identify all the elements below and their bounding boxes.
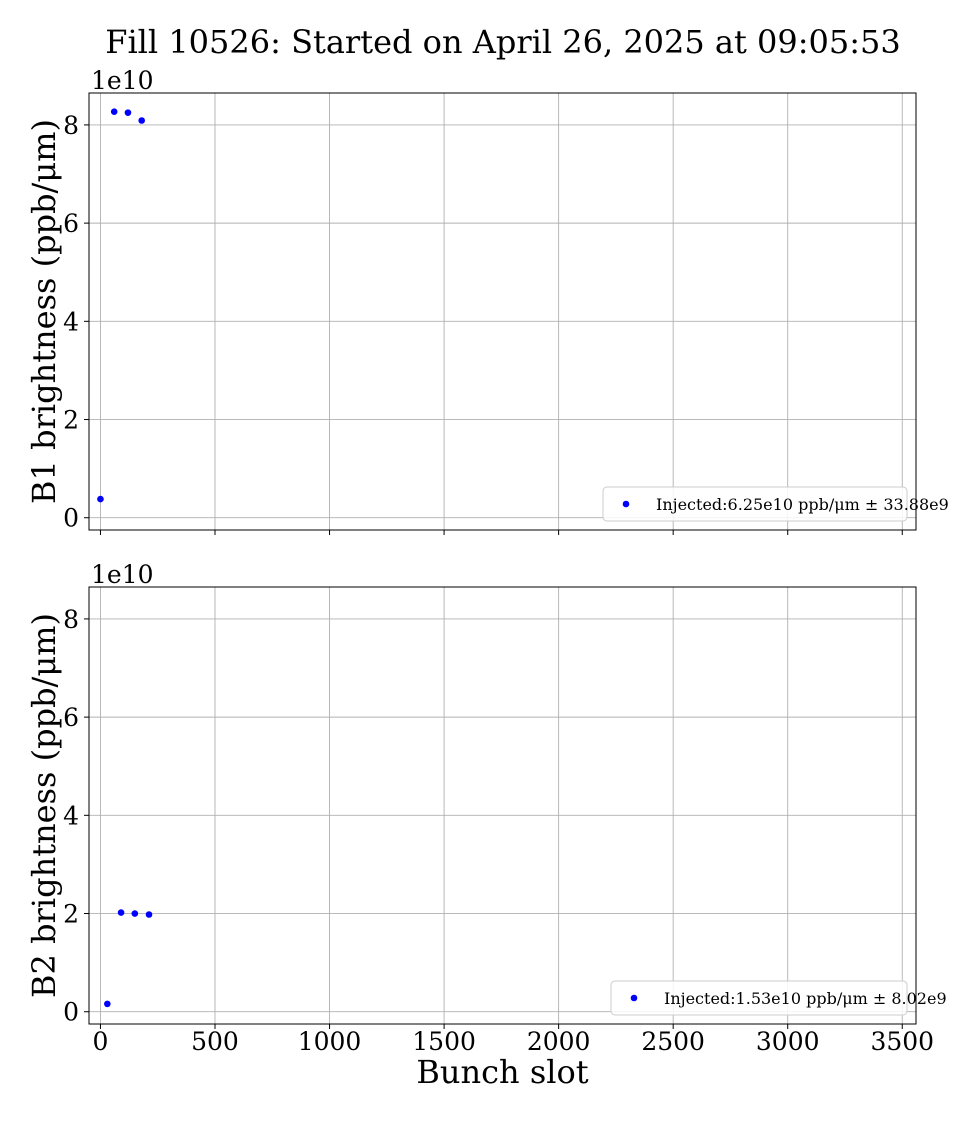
y-offset-label: 1e10 — [91, 66, 154, 95]
legend-box — [610, 980, 908, 1016]
legend-box — [602, 486, 908, 522]
data-point — [131, 910, 139, 917]
y-axis-label: B1 brightness (ppb/μm) — [25, 119, 63, 504]
x-tick-label: 0 — [93, 1027, 109, 1056]
x-tick-label: 2000 — [527, 1027, 591, 1056]
plot-frame — [88, 92, 917, 531]
panel-b2: 0 500 1000 1500 2000 2500 3000 3500 0 2 4 6 8 1e10 B2 … — [25, 560, 947, 1091]
legend-marker — [630, 994, 638, 1002]
y-axis-label: B2 brightness (ppb/μm) — [25, 613, 63, 998]
y-tick-label: 2 — [63, 900, 79, 929]
y-tick-label: 8 — [63, 605, 79, 634]
y-tick-label: 4 — [63, 307, 79, 336]
legend-label: Injected:6.25e10 ppb/μm ± 33.88e9 — [656, 495, 949, 514]
legend-label: Injected:1.53e10 ppb/μm ± 8.02e9 — [664, 989, 947, 1008]
data-point — [110, 108, 118, 115]
y-tick-label: 8 — [63, 111, 79, 140]
figure-title: Fill 10526: Started on April 26, 2025 at… — [105, 23, 901, 61]
legend-marker — [622, 500, 630, 508]
x-tick-label: 3000 — [756, 1027, 820, 1056]
plot-frame — [88, 586, 917, 1025]
data-point — [104, 1000, 111, 1008]
y-tick-label: 0 — [63, 998, 79, 1027]
data-point — [124, 109, 132, 116]
y-tick-label: 4 — [63, 801, 79, 830]
panel-b1: 0 2 4 6 8 1e10 B1 brightness (ppb/μm) Injected:… — [25, 66, 949, 535]
x-tick-label: 500 — [191, 1027, 239, 1056]
data-point — [97, 495, 104, 503]
data-point — [145, 911, 153, 918]
data-point — [138, 117, 145, 124]
y-tick-label: 6 — [63, 703, 79, 732]
x-tick-label: 1000 — [298, 1027, 362, 1056]
y-tick-label: 0 — [63, 504, 79, 533]
y-tick-label: 6 — [63, 209, 79, 238]
x-tick-label: 3500 — [870, 1027, 934, 1056]
y-tick-label: 2 — [63, 406, 79, 435]
x-axis-label: Bunch slot — [416, 1053, 588, 1091]
x-tick-label: 2500 — [641, 1027, 705, 1056]
x-tick-label: 1500 — [412, 1027, 476, 1056]
data-point — [117, 909, 125, 916]
y-offset-label: 1e10 — [91, 560, 154, 589]
